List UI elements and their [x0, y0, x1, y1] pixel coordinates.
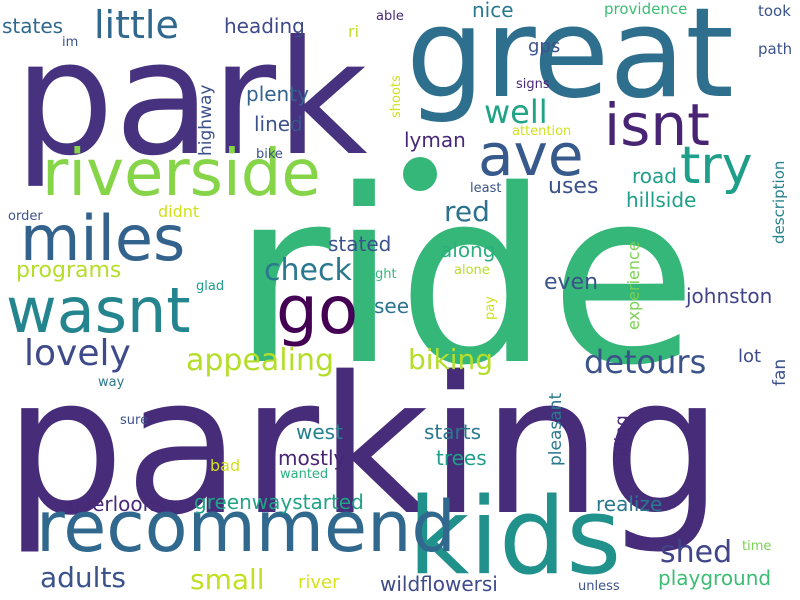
word-glad: glad [196, 279, 225, 294]
word-along: along [440, 238, 496, 262]
word-kids: kids [408, 475, 622, 598]
word-ri: ri [348, 22, 360, 41]
word-programs: programs [16, 258, 122, 283]
word-didnt: didnt [158, 202, 200, 221]
word-river: river [298, 572, 340, 593]
word-red: red [444, 195, 490, 228]
word-experience: experience [624, 241, 643, 330]
word-providence: providence [604, 0, 688, 18]
word-parking: parking [4, 336, 723, 557]
word-detours: detours [584, 343, 707, 381]
word-shoots: shoots [389, 75, 404, 118]
word-recommend: recommend [36, 486, 456, 568]
word-stated: stated [328, 232, 392, 256]
word-adults: adults [40, 561, 127, 594]
word-heading: heading [224, 14, 305, 38]
word-riverside: riverside [42, 137, 321, 211]
word-took: took [758, 2, 791, 20]
word-bad: bad [210, 456, 241, 475]
word-appealing: appealing [186, 343, 335, 378]
word-lovely: lovely [24, 333, 131, 374]
word-im: im [62, 35, 79, 50]
word-shed: shed [660, 535, 733, 570]
ride-dot [403, 157, 437, 191]
word-signs: signs [516, 77, 550, 92]
word-order: order [8, 209, 43, 224]
word-west: west [296, 420, 343, 444]
word-lyman: lyman [404, 128, 466, 152]
word-riding: riding [612, 415, 632, 464]
word-realize: realize [596, 492, 663, 516]
word-hillside: hillside [626, 188, 697, 212]
word-states: states [2, 14, 64, 38]
word-ave: ave [478, 121, 584, 189]
word-bike: bike [256, 147, 283, 162]
word-attention: attention [512, 124, 572, 139]
word-highway: highway [196, 84, 216, 156]
word-little: little [94, 3, 179, 47]
word-plenty: plenty [246, 82, 309, 106]
word-unless: unless [578, 579, 620, 594]
word-well: well [484, 93, 548, 131]
word-sure: sure [120, 413, 149, 428]
word-wanted: wanted [280, 467, 329, 482]
word-right: right [366, 267, 397, 282]
word-lot: lot [738, 346, 762, 367]
word-uses: uses [548, 174, 599, 199]
word-see: see [374, 294, 410, 318]
word-go: go [276, 272, 359, 349]
word-lined: lined [254, 112, 303, 136]
word-nice: nice [472, 0, 514, 22]
word-alone: alone [454, 263, 490, 278]
word-wildflowersi: wildflowersi [380, 572, 498, 596]
word-playground: playground [658, 566, 772, 590]
word-pleasant: pleasant [546, 392, 566, 466]
word-mostly: mostly [278, 446, 346, 470]
word-biking: biking [408, 343, 494, 376]
word-least: least [470, 181, 502, 196]
word-overlooks: overlooks [68, 492, 165, 516]
word-isnt: isnt [604, 91, 710, 159]
word-ride: ride [232, 138, 698, 418]
word-johnston: johnston [686, 284, 773, 308]
word-path: path [758, 40, 793, 58]
word-great: great [406, 0, 734, 126]
word-check: check [264, 253, 352, 288]
word-time: time [742, 539, 772, 554]
word-wasnt: wasnt [6, 274, 191, 347]
word-try: try [680, 136, 753, 196]
word-starts: starts [424, 420, 482, 444]
word-gps: gps [528, 36, 561, 57]
word-small: small [190, 563, 265, 596]
word-way: way [98, 375, 125, 390]
word-pay: pay [483, 296, 498, 320]
word-park: park [14, 7, 368, 191]
word-road: road [632, 164, 677, 188]
word-greenwaystarted: greenwaystarted [194, 490, 364, 514]
word-able: able [376, 9, 404, 24]
word-miles: miles [20, 202, 186, 275]
word-trees: trees [436, 446, 487, 470]
word-description: description [770, 160, 788, 244]
word-fan: fan [770, 358, 790, 386]
word-even: even [544, 270, 599, 295]
